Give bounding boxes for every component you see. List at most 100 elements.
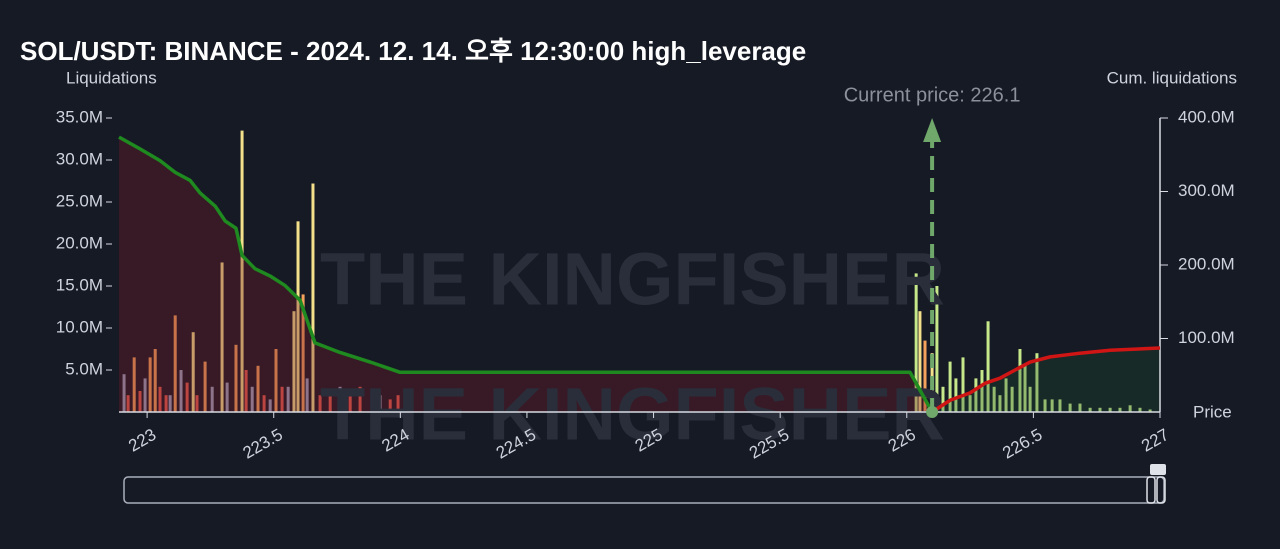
x-axis-label: Price	[1193, 402, 1232, 421]
bar	[262, 395, 266, 412]
bar	[301, 294, 305, 412]
bar	[918, 311, 922, 412]
bar	[210, 386, 214, 412]
y-axis-label: Liquidations	[66, 68, 157, 87]
bar	[173, 315, 177, 412]
bar	[378, 395, 382, 412]
bar	[968, 395, 972, 412]
bar	[328, 395, 332, 412]
bar	[1078, 403, 1082, 412]
bar	[388, 399, 392, 412]
y-tick-label: 35.0M	[56, 107, 103, 126]
bar	[941, 386, 945, 412]
bar	[961, 357, 965, 412]
y-tick-label: 10.0M	[56, 317, 103, 336]
y-tick-label: 15.0M	[56, 275, 103, 294]
watermark: THE KINGFISHER	[320, 238, 945, 321]
y-tick-label: 30.0M	[56, 149, 103, 168]
bar	[179, 370, 183, 412]
y-tick-label: 5.0M	[65, 359, 103, 378]
bar	[1035, 353, 1039, 412]
bar	[168, 395, 172, 412]
bar	[338, 386, 342, 412]
bar	[1148, 409, 1152, 412]
range-grip[interactable]	[1150, 464, 1166, 475]
y2-tick-label: 300.0M	[1178, 181, 1235, 200]
bar	[305, 378, 309, 412]
cum-area	[932, 348, 1160, 412]
bar	[1018, 349, 1022, 412]
bar	[948, 361, 952, 412]
bar	[318, 395, 322, 412]
bar	[191, 332, 195, 412]
bar	[143, 378, 147, 412]
bar	[256, 365, 260, 412]
bar	[203, 361, 207, 412]
bar	[296, 221, 300, 412]
y-tick-label: 20.0M	[56, 233, 103, 252]
bar	[1138, 407, 1142, 412]
bar	[286, 386, 290, 412]
cum-area	[119, 137, 933, 413]
bar	[311, 183, 315, 412]
bar	[998, 395, 1002, 412]
bar	[158, 386, 162, 412]
bar	[358, 386, 362, 412]
bar	[1004, 378, 1008, 412]
bar	[992, 386, 996, 412]
cum-line	[118, 135, 934, 413]
bar	[292, 311, 296, 412]
bar	[954, 378, 958, 412]
y2-axis-label: Cum. liquidations	[1107, 68, 1237, 87]
bar	[974, 378, 978, 412]
range-handle[interactable]	[1156, 476, 1166, 504]
y-tick-label: 25.0M	[56, 191, 103, 210]
bar	[396, 395, 400, 412]
bar	[348, 395, 352, 412]
bar	[185, 382, 189, 412]
bar	[1088, 407, 1092, 412]
bar	[148, 357, 152, 412]
bar	[1023, 365, 1027, 412]
bar	[923, 340, 927, 412]
bar	[268, 399, 272, 412]
bar	[1050, 399, 1054, 412]
watermark: THE KINGFISHER	[320, 373, 945, 456]
current-price-arrow	[923, 118, 942, 142]
y2-tick-label: 400.0M	[1178, 107, 1235, 126]
bar	[1128, 405, 1132, 412]
bar	[250, 386, 254, 412]
bar	[195, 395, 199, 412]
bar	[240, 130, 244, 412]
bar	[126, 395, 130, 412]
current-price-label: Current price: 226.1	[844, 84, 1021, 106]
bar	[132, 357, 136, 412]
bar	[225, 382, 229, 412]
bar	[1098, 407, 1102, 412]
y2-tick-label: 100.0M	[1178, 328, 1235, 347]
bar	[280, 386, 284, 412]
bar	[138, 391, 142, 412]
bar	[1028, 386, 1032, 412]
range-handle[interactable]	[1146, 476, 1156, 504]
bar	[220, 262, 224, 412]
bar	[986, 321, 990, 412]
range-slider[interactable]	[123, 476, 1165, 504]
bar	[1043, 399, 1047, 412]
bar	[1068, 403, 1072, 412]
bar	[1010, 386, 1014, 412]
y2-tick-label: 200.0M	[1178, 254, 1235, 273]
bar	[153, 349, 157, 412]
bar	[914, 273, 918, 412]
bar	[1118, 407, 1122, 412]
chart-title: SOL/USDT: BINANCE - 2024. 12. 14. 오후 12:…	[20, 36, 806, 66]
bar	[1058, 399, 1062, 412]
bar	[980, 370, 984, 412]
cum-line	[931, 346, 1161, 414]
current-price-dot	[926, 406, 939, 418]
bar	[1108, 407, 1112, 412]
bar	[244, 370, 248, 412]
